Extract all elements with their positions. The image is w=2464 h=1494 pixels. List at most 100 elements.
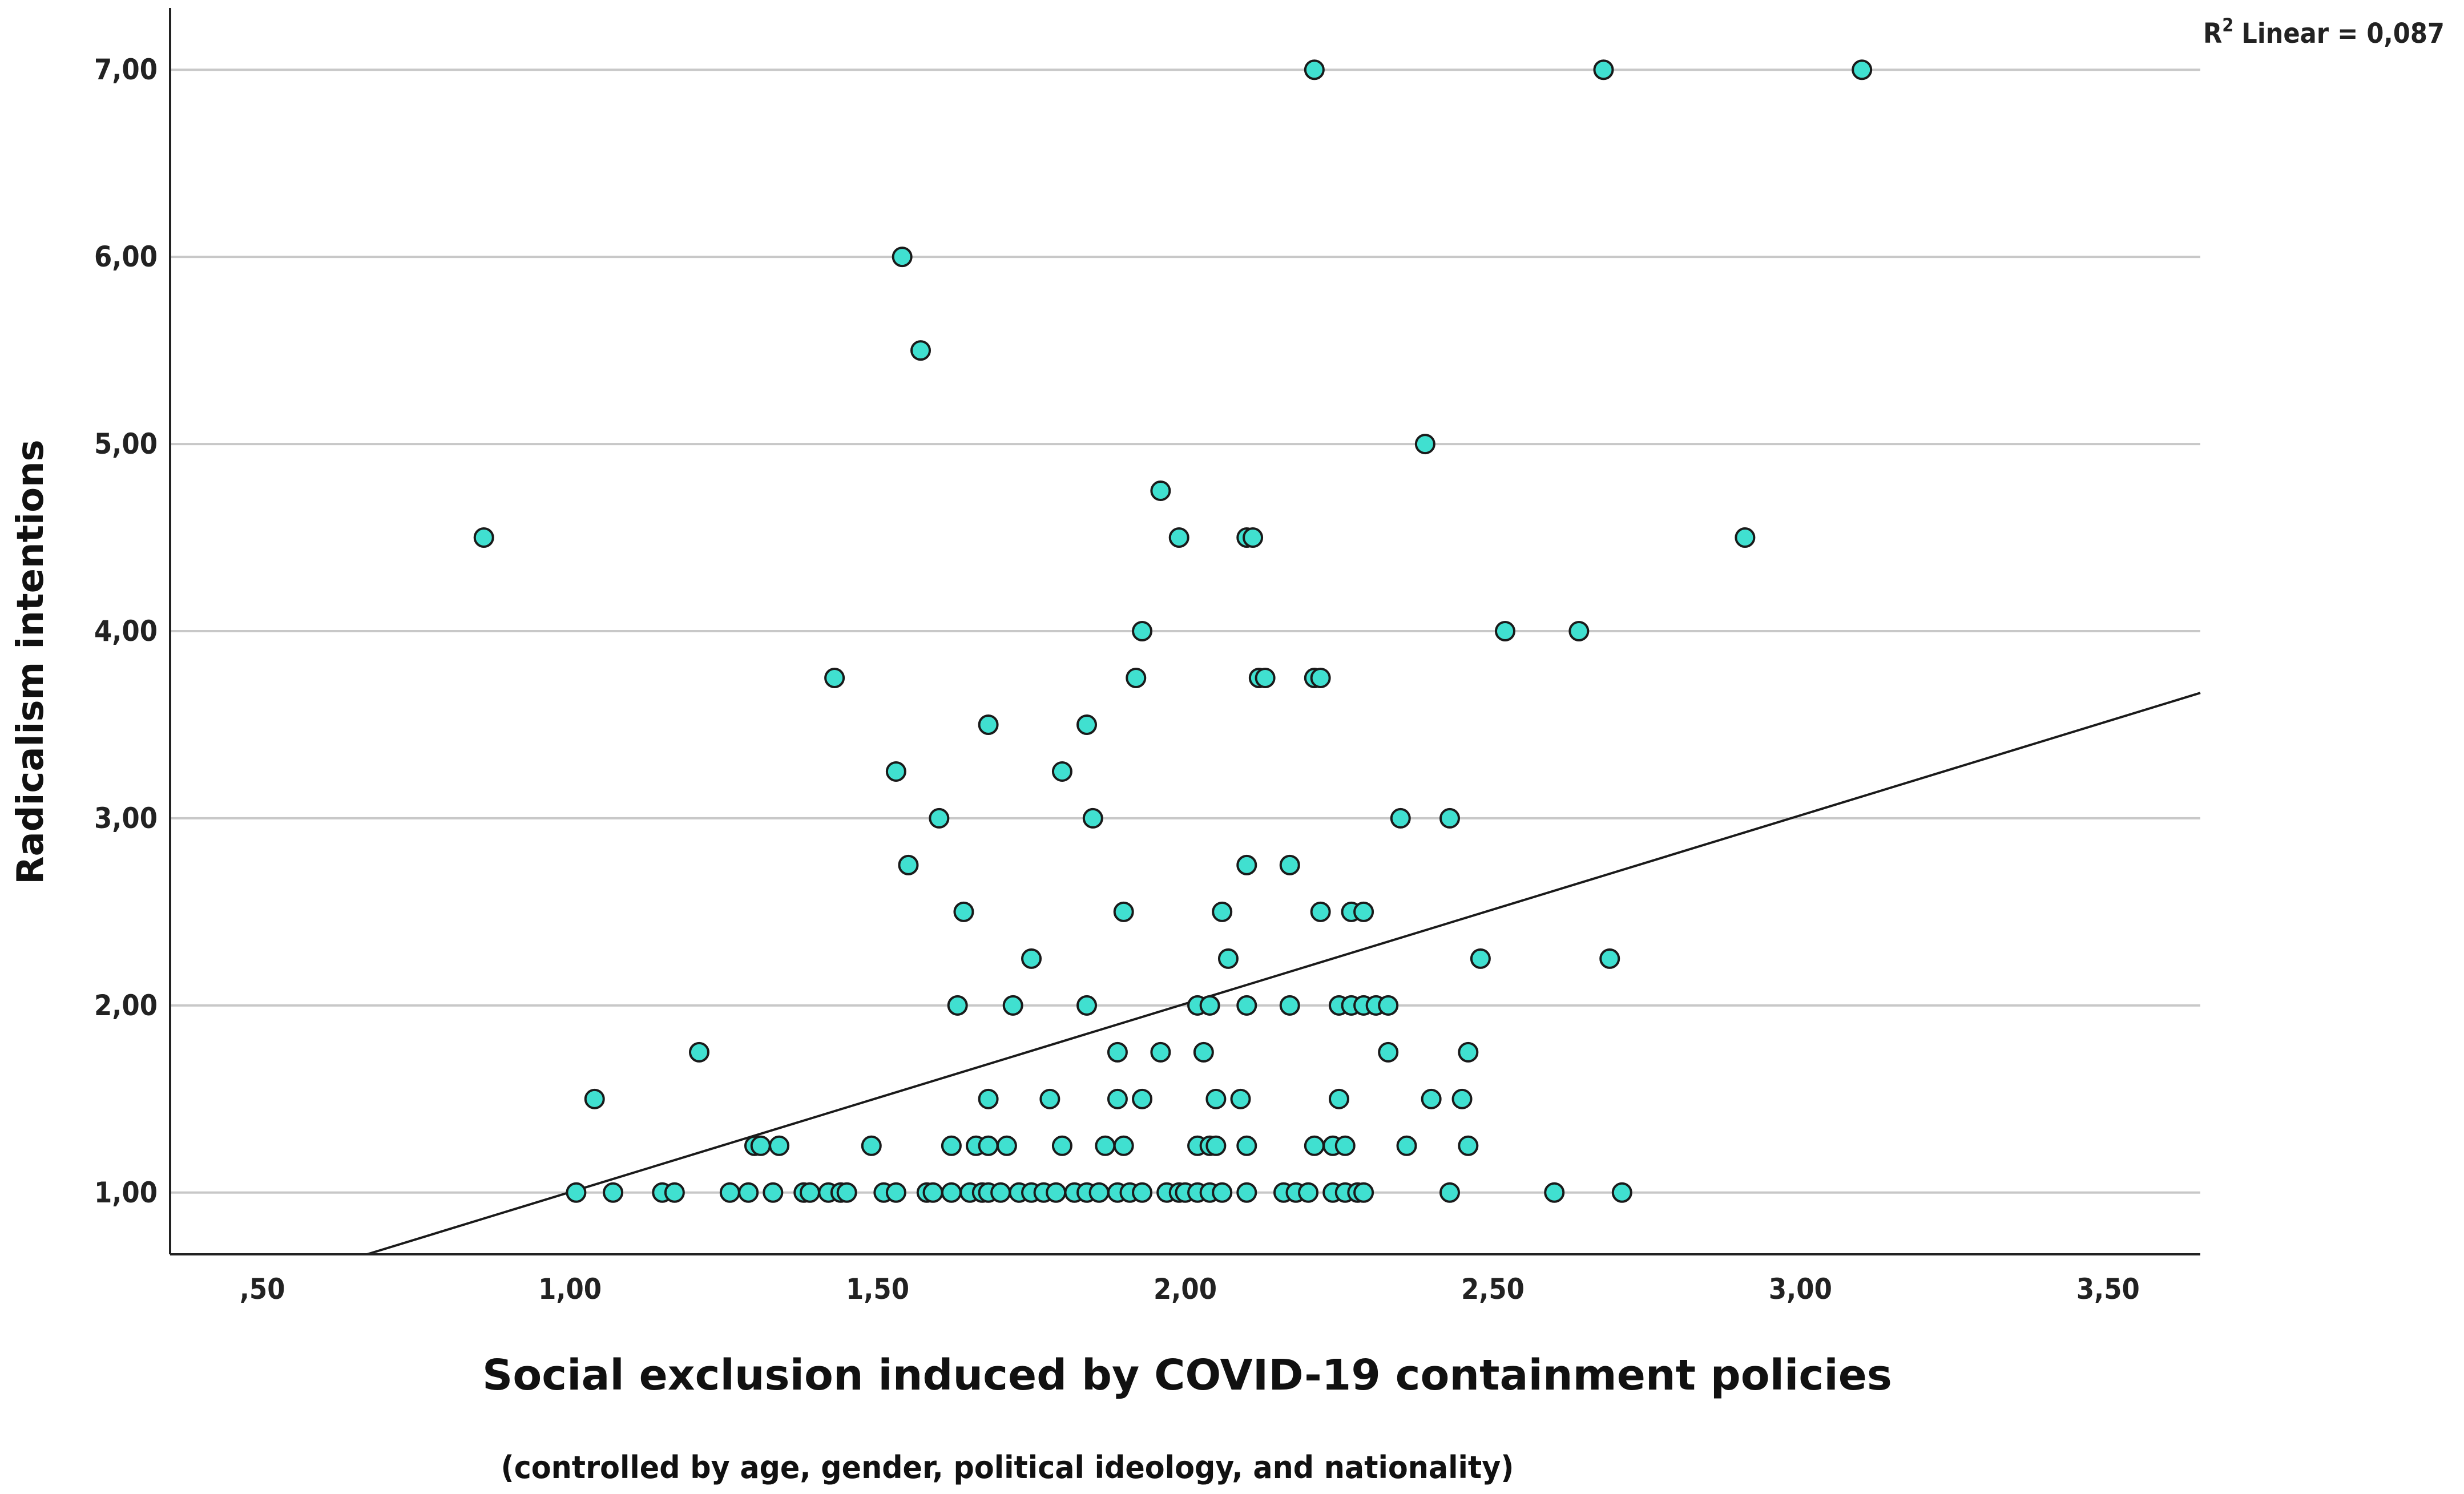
gridlines [170, 68, 2200, 1194]
scatter-point [941, 1182, 962, 1203]
scatter-point [1328, 1088, 1349, 1109]
scatter-point [1002, 995, 1023, 1016]
scatter-point [603, 1182, 624, 1203]
axes [169, 8, 2200, 1255]
x-axis-subtitle: (controlled by age, gender, political id… [501, 1449, 1514, 1485]
scatter-point [738, 1182, 759, 1203]
scatter-point [763, 1182, 784, 1203]
scatter-point [1593, 59, 1614, 80]
scatter-point [769, 1135, 790, 1156]
y-tick-label: 6,00 [94, 240, 158, 273]
x-tick-label: ,50 [240, 1273, 285, 1306]
y-tick-label: 3,00 [94, 802, 158, 835]
scatter-point [1334, 1135, 1356, 1156]
x-tick-label: 2,00 [1154, 1273, 1217, 1306]
scatter-point [922, 1182, 943, 1203]
scatter-point [1236, 1182, 1257, 1203]
linear-fit-line [366, 692, 2201, 1255]
scatter-point [1470, 948, 1491, 969]
scatter-point [1021, 948, 1042, 969]
y-tick-label: 7,00 [94, 53, 158, 86]
scatter-point [1113, 901, 1134, 922]
scatter-point [978, 1088, 999, 1109]
scatter-point [929, 807, 950, 829]
scatter-point [1076, 714, 1098, 735]
scatter-point [1414, 434, 1435, 455]
x-tick-labels: ,50 1,00 1,50 2,00 2,50 3,00 3,50 [240, 1273, 2140, 1306]
y-tick-label: 2,00 [94, 989, 158, 1022]
scatter-point [1107, 1041, 1128, 1063]
scatter-point [1544, 1182, 1565, 1203]
scatter-point [1353, 1182, 1374, 1203]
scatter-point [1236, 1135, 1257, 1156]
scatter-point [1126, 667, 1147, 688]
scatter-point [688, 1041, 709, 1063]
r2-superscript: 2 [2222, 14, 2233, 36]
scatter-point [947, 995, 968, 1016]
scatter-point [1378, 1041, 1399, 1063]
scatter-point [1051, 761, 1072, 782]
scatter-point [1088, 1182, 1110, 1203]
scatter-point [824, 667, 845, 688]
scatter-point [1852, 59, 1873, 80]
scatter-point [1236, 854, 1257, 875]
scatter-point [1150, 480, 1171, 502]
scatter-point [1236, 995, 1257, 1016]
scatter-point [1193, 1041, 1214, 1063]
r2-prefix: R [2203, 18, 2222, 50]
y-tick-label: 5,00 [94, 427, 158, 461]
scatter-point [1439, 807, 1460, 829]
scatter-point [1051, 1135, 1072, 1156]
scatter-point [1279, 995, 1300, 1016]
scatter-point [885, 1182, 906, 1203]
scatter-point [996, 1135, 1017, 1156]
x-tick-label: 1,50 [846, 1273, 909, 1306]
scatter-point [1378, 995, 1399, 1016]
y-tick-label: 4,00 [94, 615, 158, 648]
scatter-point [1095, 1135, 1116, 1156]
x-tick-label: 1,00 [538, 1273, 602, 1306]
scatter-point [1205, 1135, 1227, 1156]
scatter-point [566, 1182, 587, 1203]
scatter-point [1205, 1088, 1227, 1109]
scatter-point [1735, 527, 1756, 548]
x-tick-label: 2,50 [1461, 1273, 1525, 1306]
scatter-point [1396, 1135, 1417, 1156]
scatter-point [1243, 527, 1264, 548]
scatter-point [1076, 995, 1098, 1016]
scatter-point [1310, 667, 1331, 688]
scatter-point [1298, 1182, 1319, 1203]
scatter-point [1494, 621, 1515, 641]
scatter-point [1199, 995, 1220, 1016]
y-tick-label: 1,00 [94, 1176, 158, 1209]
scatter-point [1568, 621, 1590, 641]
scatter-point [1230, 1088, 1251, 1109]
scatter-point [1279, 854, 1300, 875]
scatter-point [953, 901, 974, 922]
scatter-point [719, 1182, 740, 1203]
scatter-point [1212, 901, 1233, 922]
data-points [473, 59, 1873, 1203]
r2-label: Linear = 0,087 [2241, 18, 2445, 50]
x-axis-title: Social exclusion induced by COVID-19 con… [482, 1351, 1892, 1400]
scatter-point [1132, 1088, 1153, 1109]
y-tick-labels: 1,00 2,00 3,00 4,00 5,00 6,00 7,00 [94, 53, 158, 1209]
scatter-point [885, 761, 906, 782]
r2-annotation: R2 Linear = 0,087 [2203, 14, 2445, 50]
scatter-point [1421, 1088, 1442, 1109]
scatter-point [1113, 1135, 1134, 1156]
scatter-point [1107, 1088, 1128, 1109]
scatter-point [978, 714, 999, 735]
scatter-point [910, 340, 931, 361]
scatter-point [941, 1135, 962, 1156]
scatter-point [1304, 1135, 1325, 1156]
scatter-point [1451, 1088, 1473, 1109]
x-tick-label: 3,50 [2076, 1273, 2140, 1306]
scatter-point [1353, 901, 1374, 922]
scatter-point [1046, 1182, 1067, 1203]
scatter-point [1132, 621, 1153, 641]
scatter-point [1310, 901, 1331, 922]
scatter-point [1611, 1182, 1632, 1203]
scatter-point [978, 1135, 999, 1156]
scatter-point [1304, 59, 1325, 80]
